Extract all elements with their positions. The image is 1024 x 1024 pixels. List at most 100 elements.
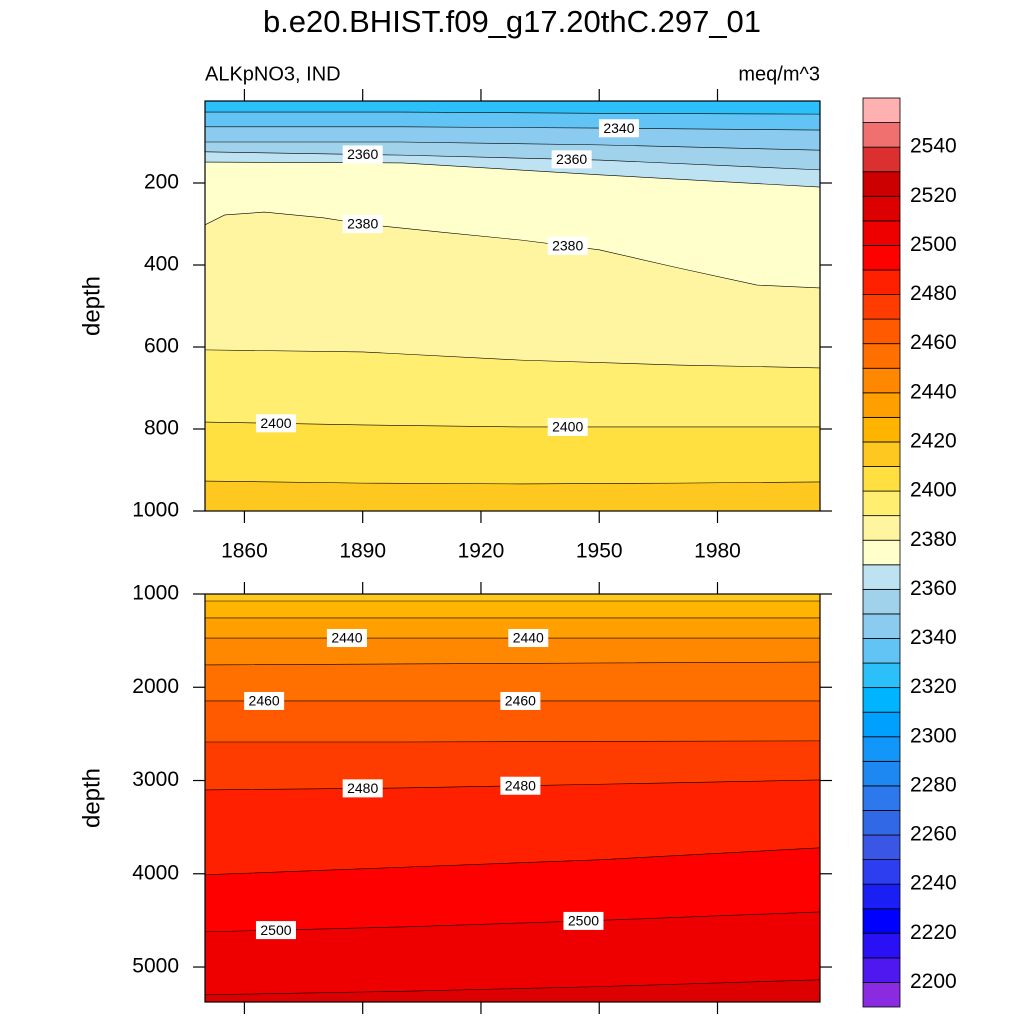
colorbar-box [862, 269, 901, 295]
contour-label-box [255, 921, 296, 940]
colorbar-box [862, 318, 901, 345]
contour-label-box [551, 150, 592, 169]
contour-line [205, 911, 820, 933]
contour-fill [205, 979, 820, 1002]
colorbar-box [862, 859, 901, 885]
left-subtitle: ALKpNO3, IND [205, 63, 341, 85]
contour-label: 2400 [552, 419, 583, 435]
colorbar-box [862, 736, 901, 762]
contour-label-box [598, 119, 639, 138]
contour-label: 2440 [331, 630, 362, 646]
x-tick-label: 1980 [694, 540, 741, 563]
colorbar-box [862, 564, 901, 590]
contour-line [205, 421, 820, 428]
contour-label: 2360 [556, 151, 587, 167]
right-subtitle: meq/m^3 [738, 63, 820, 85]
contour-label: 2380 [552, 238, 583, 254]
y-tick-label: 1000 [132, 499, 179, 522]
colorbar-tick-label: 2500 [910, 233, 957, 256]
colorbar-box [862, 613, 901, 639]
contour-label: 2500 [568, 913, 599, 929]
colorbar-box [862, 908, 901, 934]
contour-label: 2380 [347, 216, 378, 232]
colorbar-tick-label: 2380 [910, 528, 957, 551]
colorbar-box [862, 122, 901, 148]
colorbar-box [862, 294, 901, 320]
contour-label-box [500, 776, 541, 795]
colorbar-box [862, 245, 901, 271]
contour-line [205, 349, 820, 369]
y-tick-label: 400 [144, 253, 179, 276]
contour-line [205, 141, 820, 151]
contour-label: 2400 [260, 415, 291, 431]
contour-line [205, 126, 820, 131]
colorbar-box [862, 220, 901, 246]
colorbar-tick-label: 2440 [910, 380, 957, 403]
y-tick-label: 2000 [132, 675, 179, 698]
contour-label-box [255, 414, 296, 433]
contour-label-box [500, 691, 541, 710]
y-tick-label: 5000 [132, 955, 179, 978]
colorbar-tick-label: 2420 [910, 429, 957, 452]
y-tick-label: 3000 [132, 768, 179, 791]
colorbar-tick-label: 2480 [910, 282, 957, 305]
colorbar-box [862, 760, 901, 787]
contour-line [205, 661, 820, 666]
y-axis-label: depth [78, 276, 105, 336]
colorbar-box [862, 662, 901, 689]
plot-frame [204, 593, 821, 1003]
plot-frame [204, 100, 821, 512]
y-axis-label: depth [78, 768, 105, 828]
contour-label-box [563, 911, 604, 930]
colorbar-box [862, 195, 901, 222]
colorbar-box [862, 416, 901, 443]
y-tick-label: 600 [144, 335, 179, 358]
colorbar-box [862, 392, 901, 418]
contour-label: 2460 [249, 693, 280, 709]
contour-label: 2480 [505, 777, 536, 793]
contour-label-box [342, 145, 383, 164]
colorbar-box [862, 883, 901, 910]
contour-label-box [547, 417, 588, 436]
y-tick-label: 200 [144, 171, 179, 194]
contour-line [205, 847, 820, 876]
y-tick-label: 800 [144, 417, 179, 440]
colorbar-tick-label: 2260 [910, 823, 957, 846]
colorbar-tick-label: 2320 [910, 675, 957, 698]
colorbar-box [862, 711, 901, 738]
contour-label: 2480 [347, 780, 378, 796]
colorbar-box [862, 343, 901, 369]
contour-line [205, 151, 820, 171]
colorbar-tick-label: 2540 [910, 135, 957, 158]
contour-label-box [342, 779, 383, 798]
contour-line [205, 111, 820, 115]
y-tick-label: 1000 [132, 582, 179, 605]
colorbar-box [862, 785, 901, 811]
colorbar-tick-label: 2340 [910, 626, 957, 649]
contour-line [205, 211, 820, 289]
colorbar-tick-label: 2460 [910, 331, 957, 354]
contour-fill [205, 481, 820, 511]
contour-line [205, 740, 820, 743]
colorbar-tick-label: 2520 [910, 184, 957, 207]
colorbar-box [862, 466, 901, 492]
colorbar-box [862, 515, 901, 541]
x-tick-label: 1920 [458, 540, 505, 563]
contour-label-box [244, 691, 285, 710]
y-tick-label: 4000 [132, 861, 179, 884]
plot-area [205, 594, 820, 1002]
contour-label-box [508, 629, 549, 648]
colorbar-tick-label: 2280 [910, 773, 957, 796]
colorbar-box [862, 97, 901, 123]
colorbar-box [862, 982, 901, 1008]
contour-fill [205, 911, 820, 1002]
colorbar-tick-label: 2300 [910, 724, 957, 747]
colorbar-box [862, 441, 901, 467]
colorbar-box [862, 367, 901, 394]
contour-label-box [326, 629, 367, 648]
contour-label: 2440 [513, 630, 544, 646]
colorbar-tick-label: 2240 [910, 872, 957, 895]
contour-label: 2340 [603, 120, 634, 136]
contour-line [205, 161, 820, 188]
colorbar-tick-label: 2400 [910, 479, 957, 502]
